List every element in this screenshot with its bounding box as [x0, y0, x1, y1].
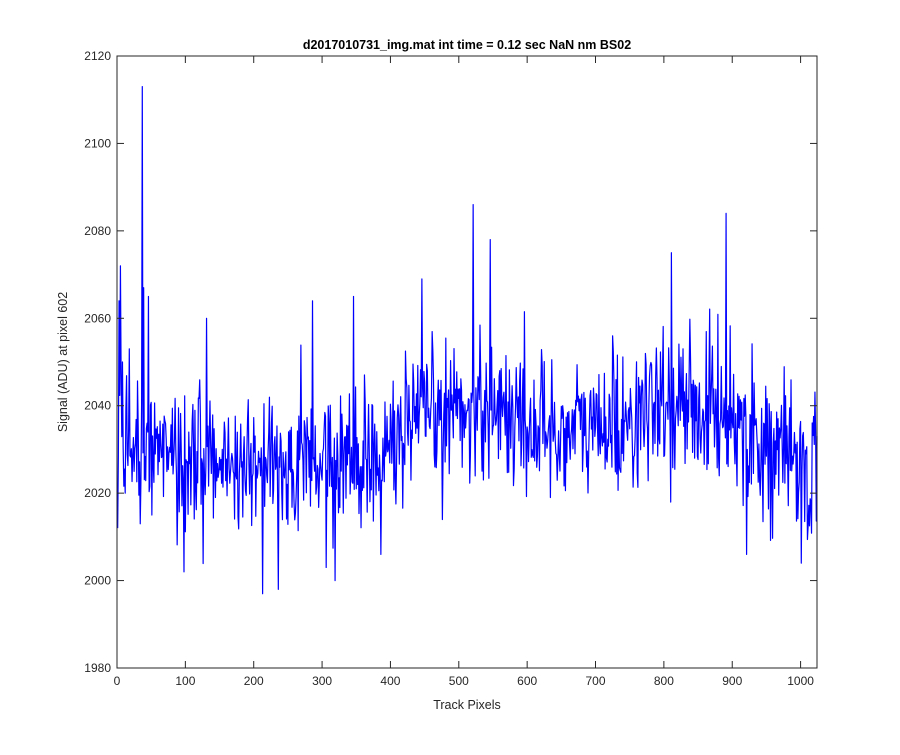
x-tick-label: 0	[114, 674, 121, 688]
x-tick-label: 900	[722, 674, 742, 688]
x-tick-label: 200	[244, 674, 264, 688]
y-tick-label: 2100	[84, 136, 111, 150]
plot-area	[117, 56, 817, 668]
x-axis-label: Track Pixels	[433, 698, 501, 712]
signal-line	[117, 86, 818, 595]
y-axis-label: Signal (ADU) at pixel 602	[56, 292, 70, 432]
y-tick-label: 2060	[84, 311, 111, 325]
y-tick-label: 2000	[84, 574, 111, 588]
axes-box	[116, 55, 818, 669]
x-tick-label: 700	[586, 674, 606, 688]
y-tick-label: 2040	[84, 399, 111, 413]
y-tick-label: 2120	[84, 49, 111, 63]
x-tick-label: 400	[380, 674, 400, 688]
x-tick-label: 100	[175, 674, 195, 688]
x-tick-label: 800	[654, 674, 674, 688]
y-tick-label: 2020	[84, 486, 111, 500]
y-tick-label: 1980	[84, 661, 111, 675]
x-tick-label: 300	[312, 674, 332, 688]
y-tick-label: 2080	[84, 224, 111, 238]
x-tick-label: 500	[449, 674, 469, 688]
x-tick-label: 1000	[787, 674, 814, 688]
chart-title: d2017010731_img.mat int time = 0.12 sec …	[303, 38, 631, 52]
x-tick-label: 600	[517, 674, 537, 688]
